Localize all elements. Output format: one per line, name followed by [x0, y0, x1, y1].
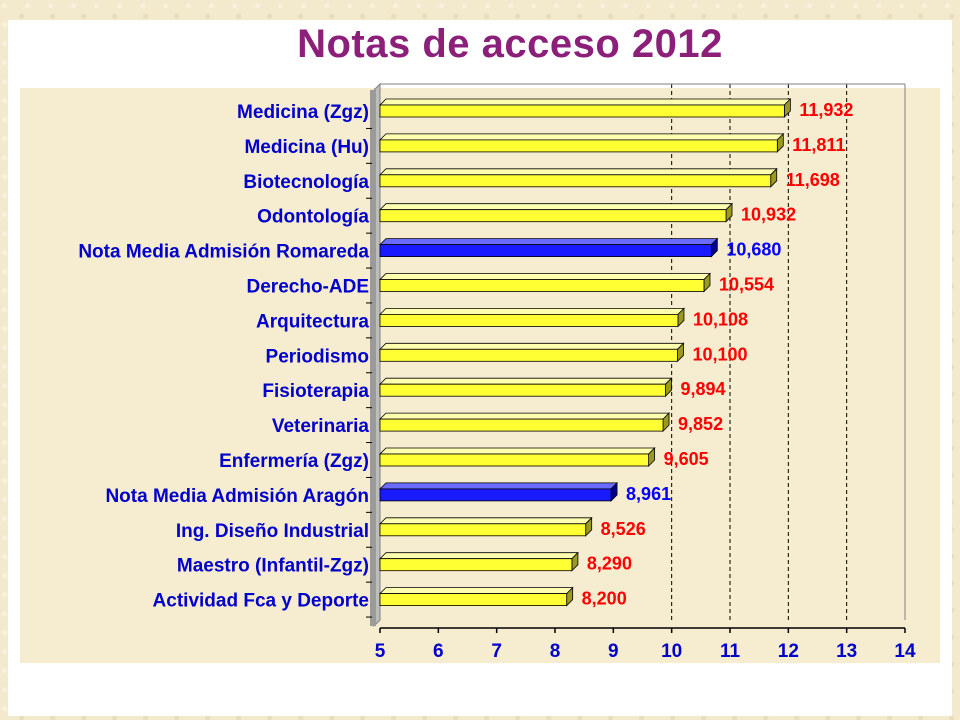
bar-top-face: [379, 98, 792, 106]
category-label: Arquitectura: [256, 311, 369, 332]
bar: [379, 453, 650, 467]
category-label: Veterinaria: [272, 416, 370, 437]
x-tick-label: 13: [836, 641, 857, 662]
x-tick-label: 12: [778, 641, 799, 662]
bar: [379, 523, 587, 537]
data-label: 11,698: [786, 170, 840, 190]
bar: [379, 593, 568, 606]
bar-top-face: [379, 552, 579, 560]
bar: [379, 418, 664, 432]
data-label: 10,554: [719, 275, 774, 295]
x-tick-label: 6: [433, 641, 444, 662]
bar-top-face: [379, 412, 670, 420]
bar-top-face: [379, 273, 711, 280]
data-label: 10,108: [693, 309, 748, 329]
category-label: Biotecnología: [243, 172, 369, 193]
data-label: 9,605: [664, 449, 709, 469]
bar-top-face: [379, 203, 733, 211]
bar-top-face: [379, 168, 778, 176]
bar-top-face: [379, 447, 656, 455]
x-tick-label: 11: [720, 641, 741, 662]
bar-top-face: [379, 587, 574, 594]
category-label: Periodismo: [266, 346, 369, 367]
x-tick-label: 9: [608, 641, 619, 662]
data-label: 9,894: [680, 379, 725, 399]
data-label: 8,526: [601, 519, 646, 539]
axis-band: [370, 90, 376, 626]
data-label: 10,100: [693, 344, 748, 364]
x-tick-label: 14: [894, 641, 916, 662]
bar-top-face: [379, 377, 673, 385]
bar: [379, 383, 666, 397]
bar: [379, 174, 772, 188]
bar-top-face: [379, 238, 719, 246]
category-label: Enfermería (Zgz): [219, 451, 369, 472]
bar: [379, 139, 778, 153]
category-label: Nota Media Admisión Aragón: [105, 486, 369, 507]
bar-top-face: [379, 517, 593, 525]
category-label: Medicina (Hu): [244, 137, 369, 158]
bar-top-face: [379, 482, 619, 490]
category-label: Nota Media Admisión Romareda: [78, 242, 369, 263]
bar: [379, 244, 712, 258]
data-label: 11,811: [792, 135, 845, 155]
bar: [379, 209, 727, 223]
chart-title: Notas de acceso 2012: [297, 22, 723, 66]
data-label: 8,961: [626, 484, 671, 504]
x-tick-label: 8: [550, 641, 561, 662]
data-label: 11,932: [799, 100, 853, 120]
bar-top-face: [379, 342, 685, 350]
category-label: Derecho-ADE: [247, 277, 369, 298]
x-tick-label: 7: [491, 641, 502, 662]
data-label: 8,200: [582, 589, 627, 609]
category-label: Ing. Diseño Industrial: [176, 521, 369, 542]
data-label: 8,290: [587, 554, 632, 574]
data-label: 10,932: [741, 205, 796, 225]
category-label: Maestro (Infantil-Zgz): [177, 556, 369, 577]
data-label: 9,852: [678, 414, 723, 434]
bar-top-face: [379, 133, 785, 141]
bar: [379, 279, 705, 292]
x-tick-label: 5: [375, 641, 386, 662]
bar: [379, 313, 679, 327]
bar: [379, 104, 785, 118]
bar: [379, 488, 612, 502]
bar: [379, 558, 573, 572]
bar: [379, 348, 678, 362]
x-tick-label: 10: [661, 641, 682, 662]
category-label: Odontología: [257, 207, 369, 228]
category-label: Actividad Fca y Deporte: [153, 591, 369, 612]
data-label: 10,680: [726, 240, 781, 260]
bar-top-face: [379, 307, 685, 315]
category-label: Medicina (Zgz): [237, 102, 369, 123]
category-label: Fisioterapia: [262, 381, 369, 402]
